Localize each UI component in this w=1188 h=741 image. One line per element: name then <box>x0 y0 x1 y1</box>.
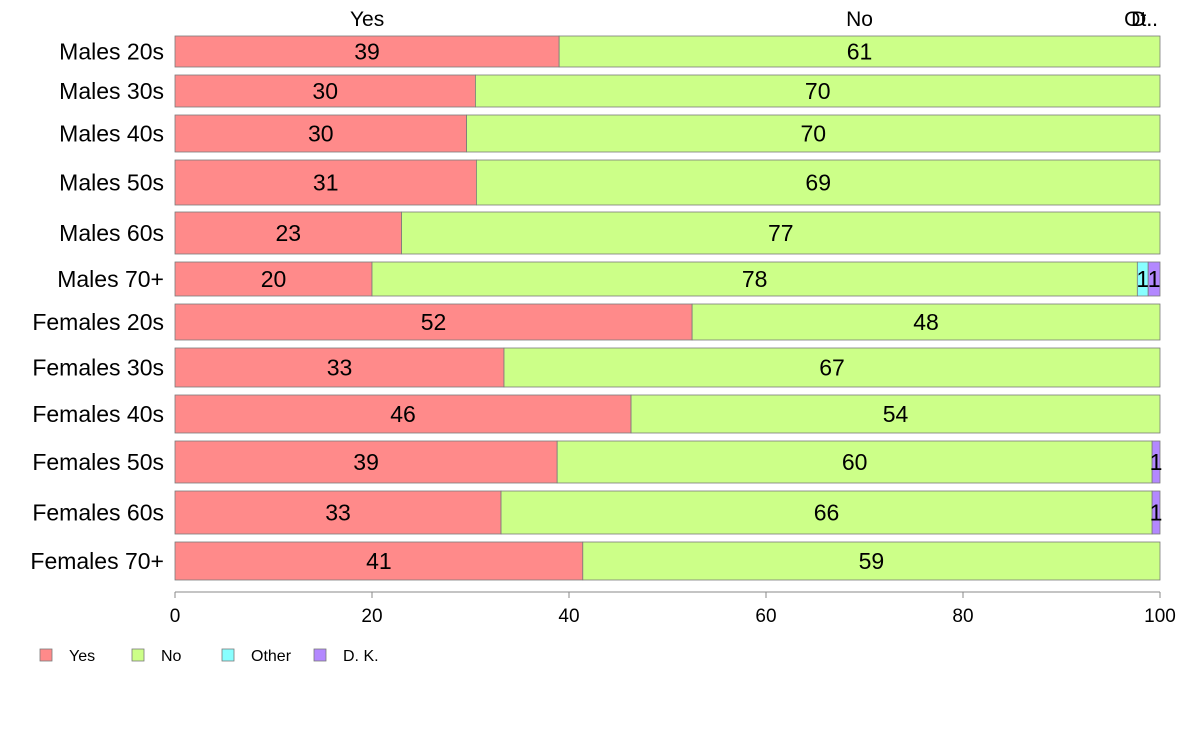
data-label: 61 <box>847 39 873 65</box>
bar-segment <box>476 159 1161 206</box>
bar-segment <box>371 261 1138 297</box>
bar-segment <box>556 440 1153 484</box>
data-label: 70 <box>805 78 831 104</box>
data-label: 1 <box>1150 500 1163 526</box>
data-label: 52 <box>421 309 447 335</box>
data-label: 60 <box>842 449 868 475</box>
x-tick-label: 60 <box>755 606 776 627</box>
legend-label: No <box>161 648 182 665</box>
bar-segment <box>582 541 1161 581</box>
bar-segment <box>558 35 1161 68</box>
bar-segment <box>174 347 505 388</box>
data-label: 1 <box>1136 266 1149 292</box>
category-label: Females 60s <box>32 500 164 526</box>
data-label: 33 <box>327 355 353 381</box>
legend-label: D. K. <box>343 648 379 665</box>
x-tick-label: 80 <box>952 606 973 627</box>
legend-swatch <box>39 648 53 662</box>
data-label: 78 <box>742 266 768 292</box>
category-label: Females 40s <box>32 401 164 427</box>
bar-segment <box>1147 261 1161 297</box>
data-label: 39 <box>353 449 379 475</box>
data-label: 1 <box>1150 449 1163 475</box>
top-label-d-k: D.. <box>1131 8 1158 31</box>
category-label: Males 30s <box>59 78 164 104</box>
bar-segment <box>401 211 1161 255</box>
category-label: Females 70+ <box>30 548 164 574</box>
data-label: 41 <box>366 548 392 574</box>
category-label: Females 50s <box>32 449 164 475</box>
data-label: 46 <box>390 401 416 427</box>
category-label: Females 30s <box>32 355 164 381</box>
data-label: 1 <box>1148 266 1161 292</box>
legend-swatch <box>221 648 235 662</box>
legend-label: Yes <box>69 648 95 665</box>
legend-swatch <box>313 648 327 662</box>
data-label: 66 <box>814 500 840 526</box>
category-label: Males 60s <box>59 220 164 246</box>
top-label-no: No <box>846 8 873 31</box>
data-label: 30 <box>312 78 338 104</box>
data-label: 33 <box>325 500 351 526</box>
data-label: 69 <box>805 170 831 196</box>
data-label: 67 <box>819 355 845 381</box>
data-label: 31 <box>313 170 339 196</box>
category-label: Males 50s <box>59 170 164 196</box>
legend-label: Other <box>251 648 292 665</box>
bar-segment <box>174 541 584 581</box>
data-label: 70 <box>800 121 826 147</box>
bar-segment <box>174 490 502 535</box>
bar-segment <box>475 74 1161 108</box>
data-label: 20 <box>261 266 287 292</box>
bar-segment <box>174 440 558 484</box>
data-label: 54 <box>883 401 909 427</box>
legend-swatch <box>131 648 145 662</box>
bar-segment <box>174 394 632 434</box>
x-tick-label: 100 <box>1144 606 1176 627</box>
data-label: 48 <box>913 309 939 335</box>
category-label: Females 20s <box>32 309 164 335</box>
top-label-other: Ot.. <box>1124 8 1158 31</box>
bar-segment <box>503 347 1161 388</box>
bar-segment <box>691 303 1161 341</box>
data-label: 59 <box>859 548 885 574</box>
bar-segment <box>1151 440 1161 484</box>
bar-segment <box>500 490 1153 535</box>
bar-segment <box>174 211 402 255</box>
bar-segment <box>630 394 1161 434</box>
top-label-yes: Yes <box>350 8 384 31</box>
data-label: 39 <box>354 39 380 65</box>
bar-segment <box>466 114 1161 153</box>
bar-segment <box>174 114 467 153</box>
bar-segment <box>174 159 477 206</box>
category-label: Males 70+ <box>57 266 164 292</box>
data-label: 30 <box>308 121 334 147</box>
bar-segment <box>174 303 693 341</box>
category-label: Males 40s <box>59 121 164 147</box>
data-label: 77 <box>768 220 794 246</box>
x-tick-label: 40 <box>558 606 579 627</box>
x-tick-label: 0 <box>170 606 181 627</box>
x-tick-label: 20 <box>361 606 382 627</box>
bar-segment <box>1151 490 1161 535</box>
data-label: 23 <box>275 220 301 246</box>
category-label: Males 20s <box>59 39 164 65</box>
bar-segment <box>174 261 373 297</box>
